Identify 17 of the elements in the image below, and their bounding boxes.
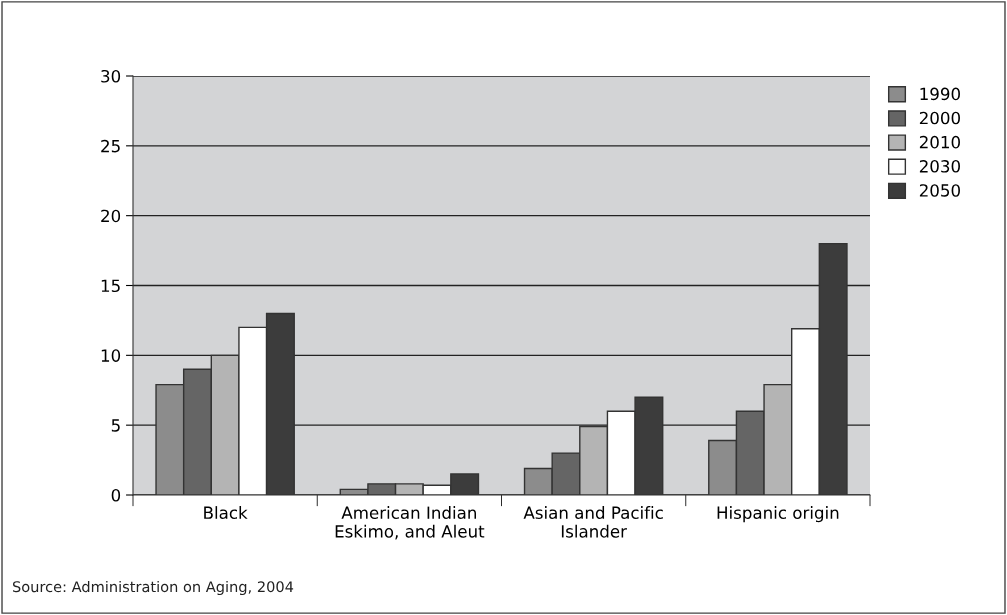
source-note: Source: Administration on Aging, 2004 [12, 580, 294, 596]
legend-label: 2000 [919, 111, 960, 125]
legend-label: 2030 [919, 160, 960, 173]
legend-label: 1990 [920, 87, 960, 101]
y-tick-label: 15 [101, 279, 120, 293]
x-tick-label: American Indian Eskimo, and Aleut [335, 506, 485, 540]
y-tick-label: 30 [101, 69, 121, 83]
legend-label: 2010 [919, 135, 960, 149]
y-tick-label: 0 [111, 488, 121, 502]
y-tick-label: 5 [111, 419, 120, 432]
y-tick-label: 20 [101, 209, 121, 223]
y-tick-label: 10 [101, 349, 121, 362]
y-tick-label: 25 [101, 139, 120, 153]
x-tick-label: Asian and Pacific Islander [523, 506, 663, 538]
legend-label: 2050 [919, 184, 960, 197]
x-tick-label: Black [204, 506, 248, 520]
x-tick-label: Hispanic origin [717, 506, 839, 523]
